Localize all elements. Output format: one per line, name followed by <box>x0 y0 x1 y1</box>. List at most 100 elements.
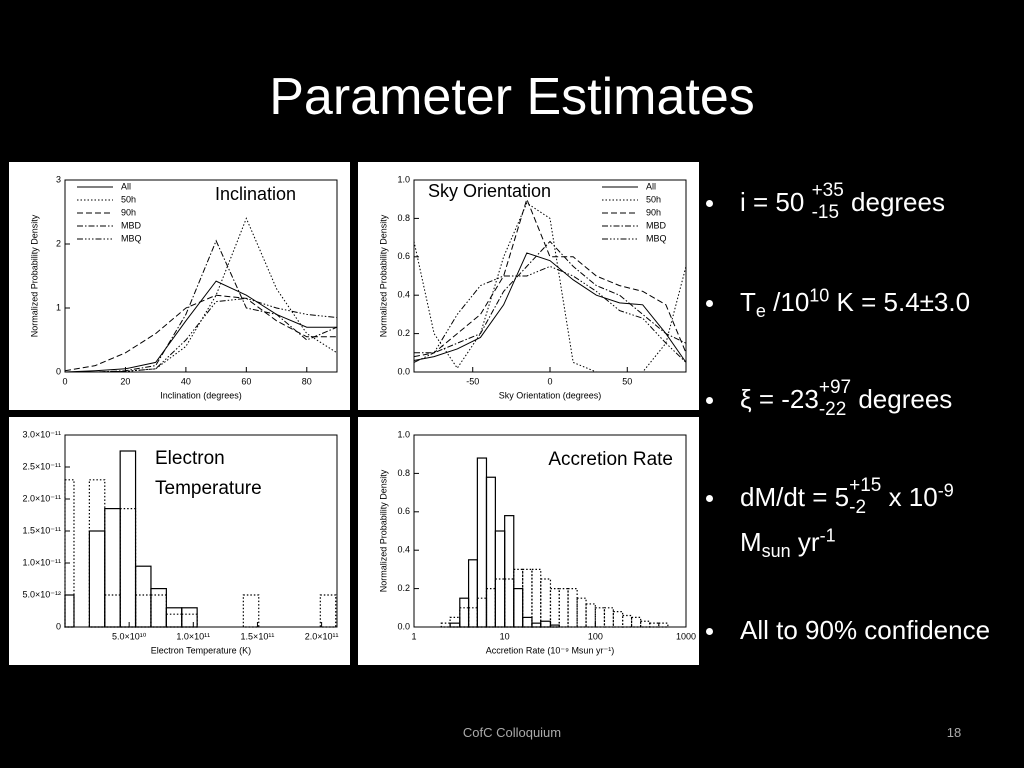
x-tick-label: 40 <box>181 376 191 386</box>
histogram-bar <box>603 607 614 628</box>
text: ξ = -23 <box>740 384 819 414</box>
text: All to 90% confidence <box>740 615 991 645</box>
x-tick-label: 0 <box>62 376 67 386</box>
histogram-bar <box>165 613 183 628</box>
y-tick-label: 1.0 <box>397 429 410 439</box>
histogram-bar <box>558 588 569 628</box>
histogram-bar <box>119 450 137 628</box>
legend-label: 90h <box>121 207 136 217</box>
text: degrees <box>851 384 953 414</box>
limits: +15 -2 <box>849 475 881 519</box>
upper-limit: +35 <box>811 180 844 202</box>
superscript: -1 <box>819 525 836 546</box>
histogram-bar <box>242 594 260 628</box>
histogram-bar <box>522 616 533 628</box>
line <box>413 252 687 363</box>
histogram-bar <box>612 611 624 628</box>
histogram-bar <box>165 607 183 628</box>
plot-frame <box>64 179 338 373</box>
legend-label: MBQ <box>121 233 142 243</box>
x-tick-label: 20 <box>120 376 130 386</box>
y-tick-label: 2 <box>56 238 61 248</box>
text: degrees <box>843 187 945 217</box>
x-axis-label: Sky Orientation (degrees) <box>499 390 602 400</box>
text: /10 <box>765 287 810 317</box>
bullet-line: dM/dt = 5 +15 -2 x 10-9 <box>740 475 954 521</box>
y-tick-label: 2.0×10⁻¹¹ <box>22 493 61 503</box>
x-axis-label: Accretion Rate (10⁻⁹ Msun yr⁻¹) <box>486 645 614 655</box>
bullet: dM/dt = 5 +15 -2 x 10-9 Msun yr-1 <box>706 475 954 564</box>
x-tick-label: 0 <box>547 376 552 386</box>
y-tick-label: 0.8 <box>397 213 410 223</box>
histogram-bar <box>119 507 137 628</box>
histogram-bar <box>134 594 152 628</box>
limits: +97 -22 <box>819 377 851 421</box>
subscript: e <box>755 301 766 322</box>
chart: 1 10 100 1000 0.0 0.2 0.4 0.6 0.8 1.0 Accretion Ra… <box>378 429 696 655</box>
histogram-bar <box>630 616 642 628</box>
histogram-bar <box>104 594 121 628</box>
chart-panel: 5.0×10¹⁰ 1.0×10¹¹ 1.5×10¹¹ 2.0×10¹¹ 0 5.0×10⁻… <box>9 417 350 665</box>
y-axis-label: Normalized Probability Density <box>29 214 39 337</box>
y-tick-label: 0.6 <box>397 506 410 516</box>
y-axis-label: Normalized Probability Density <box>378 214 388 337</box>
histogram-bar <box>576 597 587 628</box>
line <box>414 240 687 354</box>
histogram-bar <box>181 607 198 628</box>
histogram-bar <box>476 457 488 628</box>
chart-title: Electron Temperature <box>155 448 262 499</box>
text: x 10 <box>881 482 938 512</box>
chart-panel: 0 20 40 60 80 0 1 2 3 Inclination (degrees) Normal… <box>9 162 350 410</box>
x-tick-label: 1.5×10¹¹ <box>241 631 275 641</box>
histogram-bar <box>150 588 167 628</box>
bullet: Te /1010 K = 5.4±3.0 <box>705 281 970 324</box>
x-tick-label: 1 <box>411 631 416 641</box>
text: dM/dt = 5 <box>740 482 850 512</box>
histogram-bar <box>467 559 478 628</box>
text: yr <box>790 527 820 558</box>
histogram-bar <box>476 597 488 628</box>
histogram-bar <box>88 530 106 628</box>
y-tick-label: 3.0×10⁻¹¹ <box>22 429 61 439</box>
legend-label: 50h <box>646 194 661 204</box>
histogram-bar <box>459 597 470 628</box>
histogram-bar <box>181 613 198 628</box>
y-tick-label: 0.6 <box>397 251 410 261</box>
histogram-bar <box>658 622 669 628</box>
chart-title: Accretion Rate <box>548 449 673 470</box>
legend-label: MBD <box>646 220 667 230</box>
y-tick-label: 0.8 <box>397 468 410 478</box>
histogram-bar <box>567 588 578 628</box>
x-tick-label: 1000 <box>676 631 696 641</box>
y-tick-label: 1.5×10⁻¹¹ <box>22 525 61 535</box>
bullet-line: ξ = -23 +97 -22 degrees <box>740 377 953 423</box>
line <box>65 297 338 373</box>
subscript: sun <box>761 541 791 562</box>
chart-title: Sky Orientation <box>428 181 552 201</box>
histogram-bar <box>150 594 167 628</box>
line <box>64 280 337 373</box>
histogram-bar <box>549 588 560 628</box>
upper-limit: +97 <box>818 377 852 399</box>
histogram-bar <box>449 622 461 628</box>
line <box>65 239 338 373</box>
slide-title: Parameter Estimates <box>269 68 755 126</box>
histogram-bar <box>585 603 596 628</box>
text: K = 5.4±3.0 <box>829 287 971 317</box>
histogram-bar <box>649 622 660 628</box>
histogram-bar <box>594 607 606 628</box>
x-tick-label: 10 <box>500 631 510 641</box>
histogram-bar <box>440 622 451 628</box>
chart: 5.0×10¹⁰ 1.0×10¹¹ 1.5×10¹¹ 2.0×10¹¹ 0 5.0×10⁻… <box>22 429 338 655</box>
y-tick-label: 0.2 <box>397 328 410 338</box>
histogram-bar <box>64 479 75 628</box>
histogram-bar <box>522 568 533 628</box>
histogram-bar <box>504 515 515 628</box>
bullet-line: i = 50 +35 -15 degrees <box>740 180 945 226</box>
histogram-bar <box>319 594 337 628</box>
y-tick-label: 0.0 <box>397 366 410 376</box>
bullet-line: Te /1010 K = 5.4±3.0 <box>740 281 970 324</box>
chart: -50 0 50 0.0 0.2 0.4 0.6 0.8 1.0 Sky Orientation … <box>378 174 687 400</box>
footer: CofC Colloquium <box>462 725 562 740</box>
